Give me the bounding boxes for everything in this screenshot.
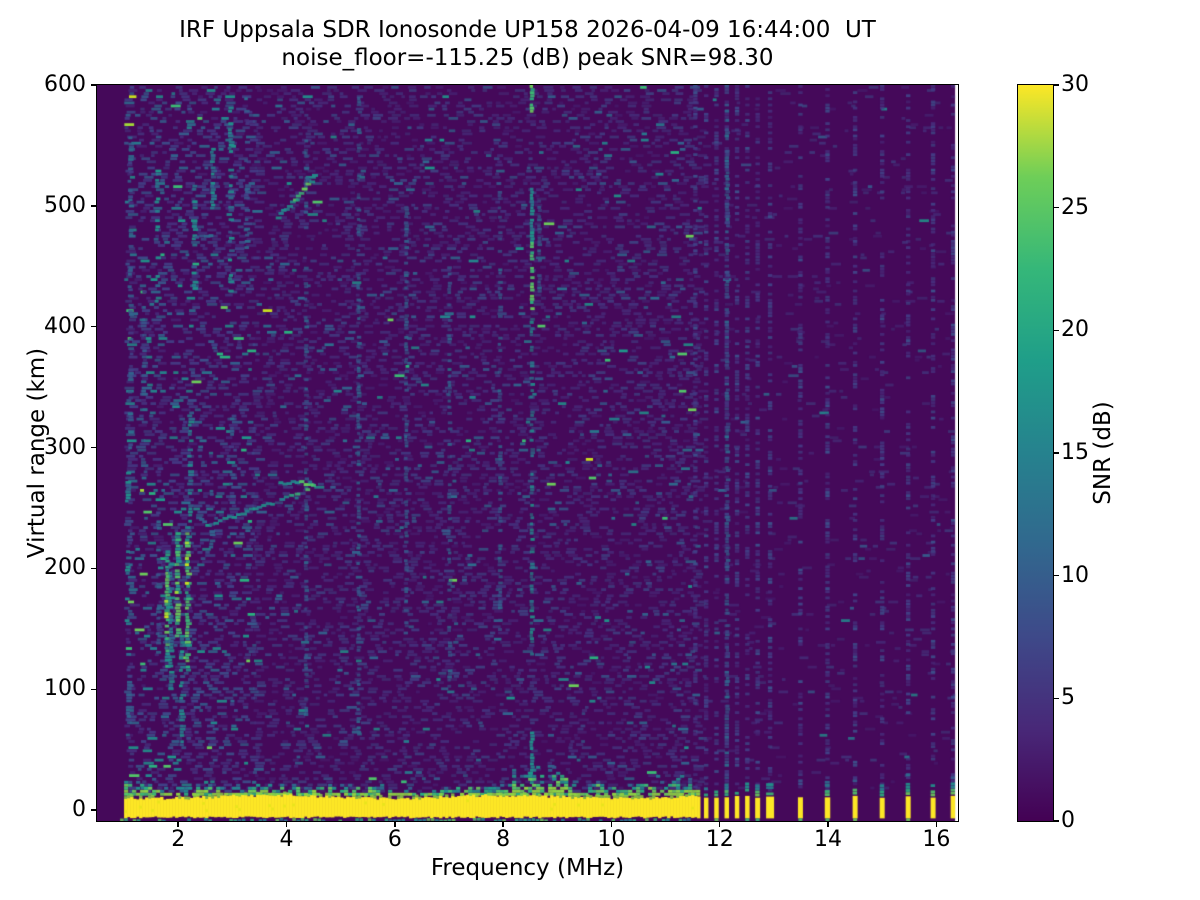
y-tick-500 bbox=[91, 205, 96, 207]
y-tick-label-200: 200 bbox=[44, 555, 86, 581]
colorbar-tick-30 bbox=[1054, 84, 1059, 86]
colorbar-tick-25 bbox=[1054, 206, 1059, 209]
colorbar-tick-label-25: 25 bbox=[1061, 194, 1089, 220]
x-tick-label-4: 4 bbox=[279, 827, 294, 852]
y-tick-label-400: 400 bbox=[44, 313, 86, 339]
x-tick-14 bbox=[827, 822, 829, 827]
y-tick-300 bbox=[91, 446, 96, 449]
x-tick-2 bbox=[177, 822, 179, 827]
colorbar-tick-0 bbox=[1054, 820, 1059, 822]
colorbar-tick-20 bbox=[1054, 329, 1059, 332]
colorbar-tick-label-10: 10 bbox=[1061, 562, 1089, 588]
y-tick-label-100: 100 bbox=[44, 676, 86, 702]
y-tick-100 bbox=[91, 688, 96, 691]
colorbar-tick-label-20: 20 bbox=[1061, 317, 1089, 343]
y-tick-400 bbox=[91, 325, 96, 328]
colorbar-gradient bbox=[1018, 85, 1053, 821]
y-tick-0 bbox=[91, 809, 96, 811]
chart-title: IRF Uppsala SDR Ionosonde UP158 2026-04-… bbox=[179, 17, 876, 43]
colorbar-tick-5 bbox=[1054, 697, 1059, 700]
x-tick-4 bbox=[285, 822, 288, 827]
x-tick-8 bbox=[502, 822, 504, 827]
chart-subtitle: noise_floor=-115.25 (dB) peak SNR=98.30 bbox=[281, 45, 774, 71]
x-axis-label: Frequency (MHz) bbox=[430, 855, 625, 881]
x-tick-label-8: 8 bbox=[496, 827, 511, 852]
colorbar bbox=[1017, 84, 1054, 822]
x-tick-10 bbox=[610, 822, 613, 827]
y-tick-label-0: 0 bbox=[72, 797, 86, 823]
colorbar-tick-label-0: 0 bbox=[1061, 808, 1075, 833]
x-tick-label-10: 10 bbox=[597, 827, 626, 852]
colorbar-tick-label-5: 5 bbox=[1061, 685, 1075, 711]
ionogram-heatmap-canvas bbox=[97, 85, 958, 821]
x-tick-16 bbox=[935, 822, 938, 827]
colorbar-tick-15 bbox=[1054, 452, 1059, 454]
y-tick-600 bbox=[91, 84, 96, 86]
x-tick-label-14: 14 bbox=[814, 827, 843, 852]
x-tick-label-12: 12 bbox=[705, 827, 734, 852]
x-tick-12 bbox=[718, 822, 721, 827]
y-tick-label-500: 500 bbox=[44, 192, 86, 218]
ionogram-plot bbox=[96, 84, 959, 822]
colorbar-tick-label-30: 30 bbox=[1061, 72, 1089, 97]
x-tick-label-16: 16 bbox=[922, 827, 951, 852]
colorbar-tick-label-15: 15 bbox=[1061, 440, 1089, 465]
x-tick-label-2: 2 bbox=[171, 827, 186, 852]
colorbar-tick-10 bbox=[1054, 574, 1059, 577]
y-tick-label-300: 300 bbox=[44, 434, 86, 460]
x-tick-label-6: 6 bbox=[387, 827, 402, 852]
y-tick-label-600: 600 bbox=[44, 72, 86, 97]
chart-title-block: IRF Uppsala SDR Ionosonde UP158 2026-04-… bbox=[97, 16, 958, 72]
x-tick-6 bbox=[394, 822, 396, 827]
y-tick-200 bbox=[91, 567, 96, 570]
